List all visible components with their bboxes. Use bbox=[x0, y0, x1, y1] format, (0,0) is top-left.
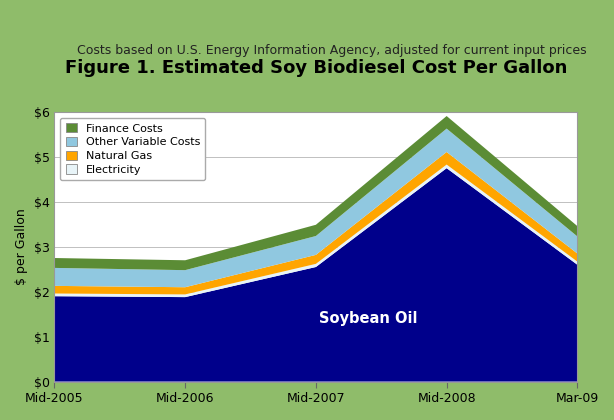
Legend: Finance Costs, Other Variable Costs, Natural Gas, Electricity: Finance Costs, Other Variable Costs, Nat… bbox=[60, 118, 206, 181]
Text: Soybean Oil: Soybean Oil bbox=[319, 311, 418, 326]
Text: Costs based on U.S. Energy Information Agency, adjusted for current input prices: Costs based on U.S. Energy Information A… bbox=[77, 44, 586, 57]
Title: Figure 1. Estimated Soy Biodiesel Cost Per Gallon: Figure 1. Estimated Soy Biodiesel Cost P… bbox=[64, 59, 567, 77]
Y-axis label: $ per Gallon: $ per Gallon bbox=[15, 208, 28, 285]
